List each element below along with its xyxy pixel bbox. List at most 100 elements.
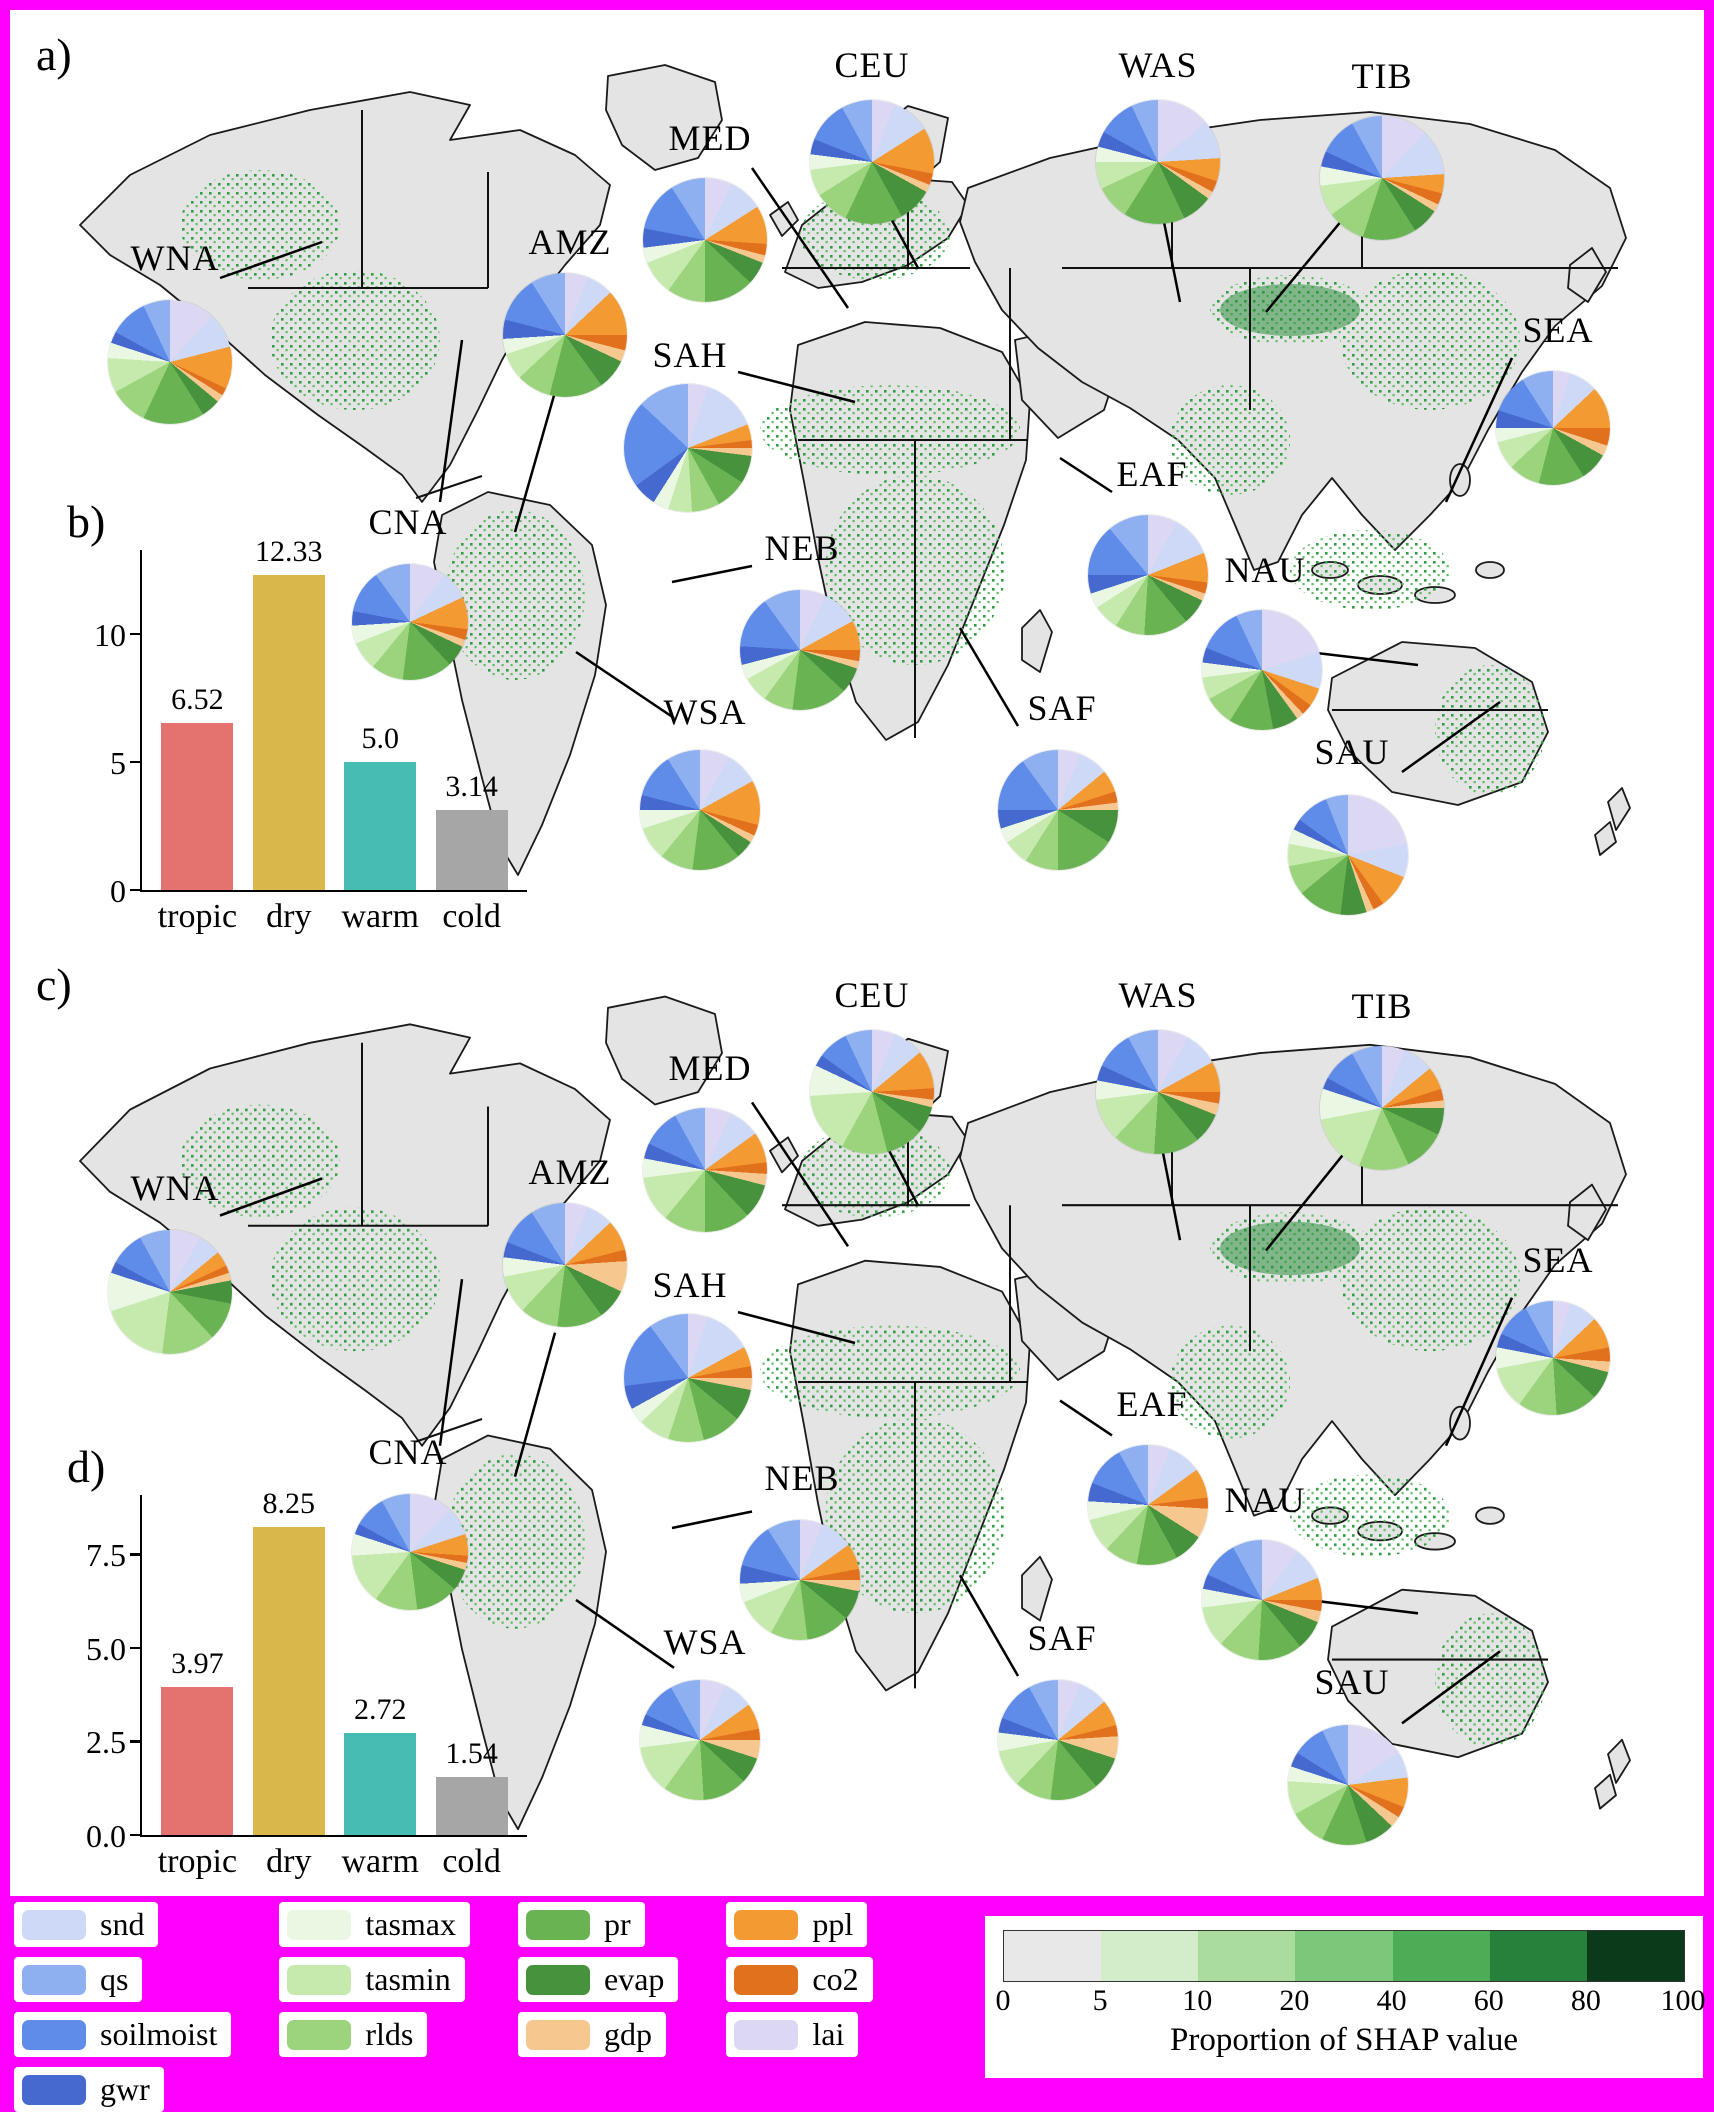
legend-label-qs: qs	[100, 1961, 129, 1997]
colorbar-segment-2	[1198, 1931, 1296, 1981]
bar-cold: 3.14	[435, 770, 508, 890]
legend-swatch-lai	[734, 2019, 799, 2050]
island-japan	[1567, 1183, 1607, 1242]
y-tick: 0.0	[86, 1818, 142, 1854]
colorbar-segment-0	[1004, 1931, 1102, 1981]
legend-label-co2: co2	[812, 1961, 859, 1997]
legend-label-snd: snd	[100, 1906, 145, 1942]
legend-item-gwr: gwr	[14, 2067, 164, 2112]
panel-d-label: d)	[67, 1441, 106, 1492]
bar-dry: 8.25	[252, 1487, 325, 1835]
colorbar: 0 5 10 20 40 60 80 100 Proportion of SHAP value	[985, 1916, 1706, 2078]
island-new-zealand-south	[1594, 821, 1617, 856]
island-greenland	[605, 995, 723, 1106]
legend-column: ppl co2 lai	[726, 1902, 873, 2057]
colorbar-title: Proportion of SHAP value	[1169, 2022, 1518, 2058]
bar-chart-d: d) 0.0 2.5 5.0 7.5 3.97 tropic 8.25 dry 2.72 warm…	[45, 1440, 545, 1880]
legend-swatch-snd	[22, 1909, 86, 1940]
panel-c: WNA CNA AMZ WSA MED CEU SAH NEB WAS TIB EAF NAU SEA S…	[10, 940, 1704, 1896]
region-scandinavia	[865, 105, 949, 193]
legend-swatch-gwr	[22, 2074, 86, 2105]
bar-chart-b: b) 0 5 10 6.52 tropic 12.33 dry 5.0 warm 3.14 cold	[45, 495, 545, 935]
island-japan	[1567, 247, 1607, 303]
island-philippines	[1449, 1405, 1471, 1441]
bar-cold: 1.54	[435, 1737, 508, 1835]
legend-column: snd qs soilmoist gwr	[14, 1902, 232, 2112]
colorbar-segment-4	[1392, 1931, 1490, 1981]
legend-item-snd: snd	[14, 1902, 159, 1947]
colorbar-gradient	[1003, 1930, 1685, 1982]
island-new-zealand-south	[1594, 1773, 1617, 1810]
y-tick: 5	[110, 745, 142, 781]
island-britain	[769, 1136, 799, 1174]
legend-item-evap: evap	[518, 1957, 679, 2002]
y-tick: 2.5	[86, 1724, 142, 1760]
bar-tropic: 6.52	[161, 683, 234, 890]
y-tick: 0	[110, 873, 142, 909]
legend-swatch-gdp	[526, 2019, 590, 2050]
legend-item-qs: qs	[14, 1957, 143, 2002]
bar-category-label: cold	[442, 1843, 501, 1880]
bar-warm: 2.72	[344, 1693, 417, 1835]
legend-item-co2: co2	[726, 1957, 873, 2002]
bar-plot-b: 0 5 10 6.52 tropic 12.33 dry 5.0 warm 3.14 cold	[94, 535, 527, 935]
legend-item-tasmax: tasmax	[279, 1902, 470, 1947]
panel-c-label: c)	[36, 959, 72, 1010]
bar-category-label: cold	[442, 898, 501, 935]
legend-item-soilmoist: soilmoist	[14, 2012, 232, 2057]
bar-value-label: 1.54	[445, 1737, 498, 1771]
island-britain	[769, 201, 799, 237]
colorbar-tick-80: 80	[1570, 1984, 1601, 2017]
colorbar-tick-100: 100	[1660, 1984, 1706, 2017]
colorbar-tick-10: 10	[1182, 1984, 1213, 2017]
colorbar-tick-60: 60	[1473, 1984, 1504, 2017]
tibet-dense-vegetation	[1220, 1221, 1360, 1276]
bar-value-label: 5.0	[361, 722, 399, 756]
colorbar-ticks: 0 5 10 20 40 60 80 100	[996, 1982, 1706, 2020]
legend-label-rlds: rlds	[365, 2016, 414, 2052]
legend-swatch-evap	[526, 1964, 590, 1995]
legend-item-rlds: rlds	[279, 2012, 428, 2057]
colorbar-segment-6	[1586, 1931, 1684, 1981]
y-tick: 7.5	[86, 1537, 142, 1573]
island-indonesia-4	[1475, 561, 1505, 579]
island-new-zealand-north	[1607, 1738, 1631, 1784]
bar-value-label: 8.25	[262, 1486, 316, 1520]
colorbar-tick-20: 20	[1279, 1984, 1310, 2017]
legend-swatch-qs	[22, 1964, 86, 1995]
bar-value-label: 6.52	[171, 683, 224, 717]
island-greenland	[605, 64, 723, 171]
legend-label-gwr: gwr	[100, 2071, 150, 2107]
legend-swatch-tasmin	[287, 1964, 352, 1995]
legend-label-tasmin: tasmin	[365, 1961, 451, 1997]
bar-value-label: 12.33	[255, 534, 323, 568]
panel-a-label: a)	[36, 29, 72, 80]
legend-swatch-ppl	[734, 1909, 799, 1940]
colorbar-tick-5: 5	[1092, 1984, 1108, 2017]
bar-tropic: 3.97	[161, 1647, 234, 1835]
bar-value-label: 3.97	[171, 1646, 224, 1680]
island-madagascar	[1021, 1555, 1053, 1622]
y-tick: 10	[94, 617, 142, 653]
legend-item-pr: pr	[518, 1902, 645, 1947]
colorbar-segment-5	[1489, 1931, 1587, 1981]
legend-item-gdp: gdp	[518, 2012, 666, 2057]
bar-plot-d: 0.0 2.5 5.0 7.5 3.97 tropic 8.25 dry 2.72 warm 1.5…	[86, 1487, 527, 1880]
legend-label-soilmoist: soilmoist	[100, 2016, 218, 2052]
island-philippines	[1449, 463, 1471, 497]
legend-label-lai: lai	[812, 2016, 845, 2052]
legend-swatch-pr	[526, 1909, 590, 1940]
legend-label-gdp: gdp	[604, 2016, 652, 2052]
bar-dry: 12.33	[252, 535, 325, 890]
island-new-zealand-north	[1607, 787, 1631, 831]
island-madagascar	[1021, 609, 1053, 673]
legend-swatch-rlds	[287, 2019, 352, 2050]
y-tick: 5.0	[86, 1631, 142, 1667]
figure-panel: WNA CNA AMZ WSA MED CEU SAH NEB WAS TIB EAF NAU SEA S…	[10, 10, 1704, 1896]
legend-swatch-soilmoist	[22, 2019, 86, 2050]
region-scandinavia	[865, 1037, 949, 1129]
bar-category-label: warm	[341, 1843, 419, 1880]
legend-item-tasmin: tasmin	[279, 1957, 465, 2002]
bar-warm: 5.0	[344, 722, 417, 890]
legend-swatch-co2	[734, 1964, 799, 1995]
